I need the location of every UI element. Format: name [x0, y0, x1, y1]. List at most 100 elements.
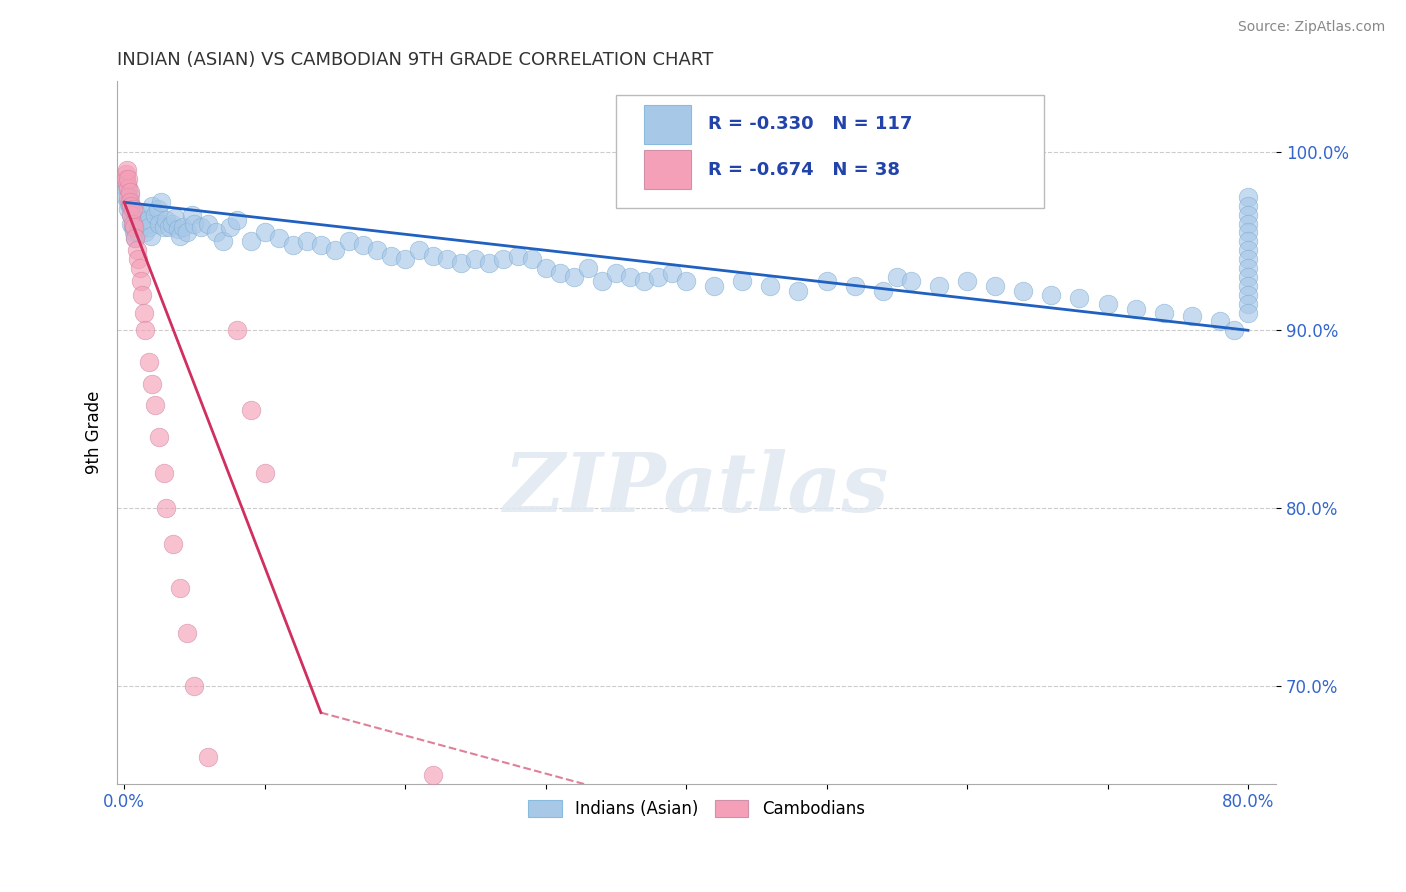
Point	[115, 163, 138, 178]
Point	[1153, 305, 1175, 319]
Point	[619, 269, 641, 284]
Point	[120, 199, 142, 213]
FancyBboxPatch shape	[616, 95, 1045, 208]
Point	[253, 226, 276, 240]
Y-axis label: 9th Grade: 9th Grade	[86, 391, 103, 475]
Point	[1237, 252, 1260, 267]
Point	[141, 376, 163, 391]
Point	[218, 220, 240, 235]
Point	[152, 466, 174, 480]
FancyBboxPatch shape	[644, 151, 690, 189]
Point	[1237, 287, 1260, 301]
Point	[1237, 296, 1260, 310]
Point	[122, 226, 145, 240]
Point	[886, 269, 908, 284]
Point	[478, 256, 501, 270]
Point	[127, 252, 149, 267]
Point	[176, 226, 198, 240]
Point	[121, 202, 143, 217]
Point	[1069, 291, 1091, 305]
Text: Source: ZipAtlas.com: Source: ZipAtlas.com	[1237, 21, 1385, 34]
Point	[422, 768, 444, 782]
Point	[183, 217, 205, 231]
Point	[134, 323, 156, 337]
Point	[118, 185, 141, 199]
Point	[464, 252, 486, 267]
Point	[1237, 269, 1260, 284]
Point	[337, 235, 360, 249]
Point	[148, 217, 170, 231]
Point	[225, 323, 247, 337]
Point	[190, 220, 212, 235]
Point	[844, 278, 866, 293]
Point	[121, 217, 143, 231]
Point	[176, 625, 198, 640]
Legend: Indians (Asian), Cambodians: Indians (Asian), Cambodians	[522, 793, 872, 824]
Point	[138, 355, 160, 369]
Point	[984, 278, 1007, 293]
Point	[1237, 235, 1260, 249]
Point	[180, 208, 202, 222]
Text: R = -0.674   N = 38: R = -0.674 N = 38	[709, 161, 900, 178]
Point	[118, 199, 141, 213]
Point	[281, 238, 304, 252]
Point	[562, 269, 585, 284]
Point	[675, 273, 697, 287]
Point	[534, 261, 557, 276]
Point	[267, 231, 290, 245]
Point	[394, 252, 416, 267]
Point	[122, 220, 145, 235]
Point	[128, 220, 150, 235]
Point	[1237, 278, 1260, 293]
Point	[129, 273, 152, 287]
Point	[152, 220, 174, 235]
Text: R = -0.330   N = 117: R = -0.330 N = 117	[709, 115, 912, 134]
Point	[703, 278, 725, 293]
Point	[787, 284, 810, 298]
Point	[136, 213, 159, 227]
Point	[204, 226, 226, 240]
Point	[647, 269, 669, 284]
Point	[163, 211, 186, 226]
Point	[131, 220, 153, 235]
Point	[127, 208, 149, 222]
Point	[117, 190, 139, 204]
Point	[149, 195, 172, 210]
Point	[1237, 305, 1260, 319]
Point	[114, 172, 136, 186]
Point	[131, 287, 153, 301]
Point	[114, 190, 136, 204]
Point	[127, 226, 149, 240]
Point	[1237, 208, 1260, 222]
Point	[143, 208, 166, 222]
Point	[576, 261, 599, 276]
Point	[731, 273, 754, 287]
Point	[872, 284, 894, 298]
Point	[1237, 217, 1260, 231]
Point	[117, 181, 139, 195]
Point	[155, 213, 177, 227]
Point	[157, 220, 180, 235]
FancyBboxPatch shape	[644, 105, 690, 144]
Point	[127, 217, 149, 231]
Point	[117, 202, 139, 217]
Point	[633, 273, 655, 287]
Point	[132, 305, 155, 319]
Point	[380, 249, 402, 263]
Text: INDIAN (ASIAN) VS CAMBODIAN 9TH GRADE CORRELATION CHART: INDIAN (ASIAN) VS CAMBODIAN 9TH GRADE CO…	[117, 51, 713, 69]
Point	[162, 537, 184, 551]
Point	[115, 178, 138, 192]
Point	[928, 278, 950, 293]
Point	[120, 199, 142, 213]
Point	[309, 238, 332, 252]
Point	[1237, 261, 1260, 276]
Point	[1181, 309, 1204, 323]
Point	[134, 226, 156, 240]
Point	[436, 252, 458, 267]
Point	[125, 217, 148, 231]
Point	[1012, 284, 1035, 298]
Point	[352, 238, 374, 252]
Point	[129, 213, 152, 227]
Point	[197, 217, 219, 231]
Point	[506, 249, 529, 263]
